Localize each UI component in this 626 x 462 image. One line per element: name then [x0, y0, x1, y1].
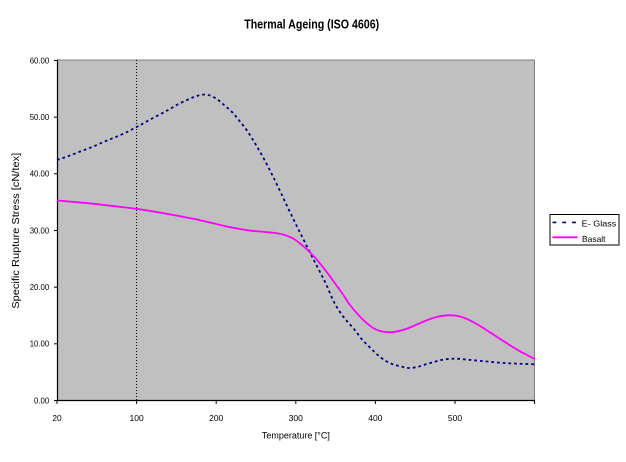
svg-text:10.00: 10.00 — [30, 339, 50, 349]
svg-text:30.00: 30.00 — [30, 225, 50, 235]
svg-text:300: 300 — [289, 413, 304, 423]
svg-text:400: 400 — [368, 413, 383, 423]
svg-text:0.00: 0.00 — [34, 395, 50, 405]
svg-text:20: 20 — [52, 413, 62, 423]
svg-text:50.00: 50.00 — [30, 112, 50, 122]
svg-text:Specific Rupture Stress [cN/te: Specific Rupture Stress [cN/tex] — [10, 153, 22, 309]
svg-text:20.00: 20.00 — [30, 282, 50, 292]
svg-text:100: 100 — [130, 413, 145, 423]
svg-text:Temperature [°C]: Temperature [°C] — [262, 431, 330, 441]
svg-text:500: 500 — [448, 413, 463, 423]
svg-text:Basalt: Basalt — [582, 234, 606, 244]
svg-text:40.00: 40.00 — [30, 169, 50, 179]
svg-text:Thermal Ageing (ISO 4606): Thermal Ageing (ISO 4606) — [244, 16, 379, 31]
svg-text:60.00: 60.00 — [30, 55, 50, 65]
svg-text:200: 200 — [209, 413, 224, 423]
svg-text:E- Glass: E- Glass — [582, 219, 617, 229]
